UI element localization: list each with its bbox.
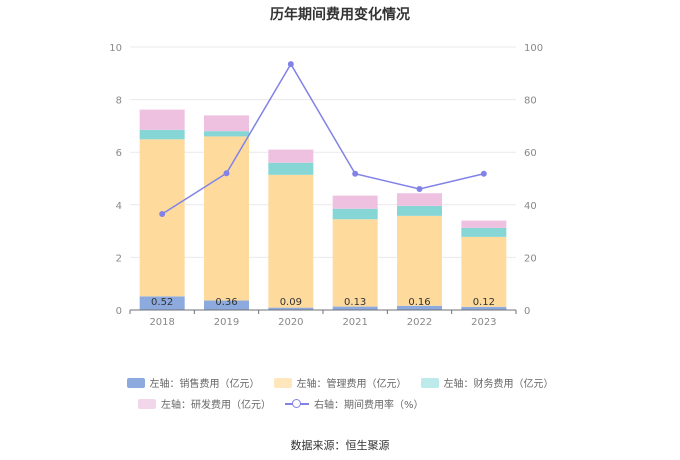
bar-segment (397, 305, 442, 310)
x-axis: 2018 2019 2020 2021 2022 2023 (129, 309, 517, 328)
x-axis-tick-label: 2018 (149, 317, 174, 328)
bar-segment (204, 131, 249, 137)
legend-row-2: 左轴：研发费用（亿元） 右轴：期间费用率（%） (0, 396, 680, 411)
x-axis-tick-label: 2022 (407, 317, 432, 328)
line-point (416, 186, 423, 193)
bar-segment (139, 109, 185, 130)
line-point (159, 211, 166, 218)
bar-segment (204, 136, 249, 301)
legend-swatch-finance (420, 377, 439, 388)
bar-segment (139, 296, 185, 310)
legend-item-sales[interactable]: 左轴：销售费用（亿元） (126, 375, 260, 390)
bar-segment (139, 129, 185, 140)
bar-segment (461, 227, 507, 237)
bar-data-label: 0.36 (215, 297, 237, 308)
bar-segment (332, 219, 378, 307)
left-axis-tick-label: 4 (116, 201, 122, 212)
right-axis: 0 20 40 60 80 100 (524, 43, 543, 317)
left-axis-tick-label: 8 (116, 96, 122, 107)
legend-label-sales: 左轴：销售费用（亿元） (149, 379, 260, 390)
x-axis-tick-label: 2021 (342, 317, 367, 328)
bar-segment (268, 149, 314, 163)
bar-segment (204, 300, 249, 310)
x-axis-tick-label: 2019 (214, 317, 239, 328)
bar-series: 0.52 0.36 0.09 0.13 0.16 0.12 (139, 109, 507, 310)
bar-data-label: 0.16 (408, 297, 430, 308)
bar-segment (268, 174, 314, 308)
bar-data-label: 0.09 (280, 297, 302, 308)
line-series (159, 61, 487, 218)
line-point (223, 170, 230, 177)
line-point (480, 170, 487, 177)
right-axis-tick-label: 60 (524, 148, 537, 159)
bar-segment (139, 139, 185, 297)
legend-swatch-sales (126, 377, 145, 388)
bar-data-label: 0.13 (344, 297, 366, 308)
legend-label-rnd: 左轴：研发费用（亿元） (161, 400, 271, 411)
legend: 左轴：销售费用（亿元） 左轴：管理费用（亿元） 左轴：财务费用（亿元） 左轴：研… (0, 375, 680, 417)
legend-item-admin[interactable]: 左轴：管理费用（亿元） (273, 375, 407, 390)
bar-segment (332, 208, 378, 220)
right-axis-tick-label: 0 (524, 306, 530, 317)
left-axis-tick-label: 10 (109, 43, 122, 54)
line-point (352, 170, 359, 177)
bar-segment (461, 220, 507, 228)
bar-segment (461, 306, 507, 310)
left-axis-tick-label: 0 (116, 306, 122, 317)
line-point (287, 61, 294, 68)
left-axis: 0 2 4 6 8 10 (109, 43, 122, 317)
bar-data-label: 0.12 (473, 297, 495, 308)
grid-lines (130, 46, 516, 258)
bar-segment (461, 236, 507, 307)
legend-label-admin: 左轴：管理费用（亿元） (296, 379, 407, 390)
left-axis-tick-label: 2 (116, 253, 122, 264)
bar-segment (204, 115, 249, 132)
legend-item-finance[interactable]: 左轴：财务费用（亿元） (420, 375, 554, 390)
legend-item-rate[interactable]: 右轴：期间费用率（%） (285, 396, 424, 411)
x-axis-tick-label: 2020 (278, 317, 303, 328)
bar-segment (397, 215, 442, 306)
legend-label-finance: 左轴：财务费用（亿元） (443, 379, 554, 390)
bar-segment (332, 195, 378, 209)
legend-item-rnd[interactable]: 左轴：研发费用（亿元） (138, 396, 271, 411)
right-axis-tick-label: 100 (524, 43, 543, 54)
bar-segment (397, 193, 442, 206)
bar-segment (268, 162, 314, 175)
x-axis-tick-label: 2023 (471, 317, 496, 328)
right-axis-tick-label: 80 (524, 96, 537, 107)
chart-title: 历年期间费用变化情况 (270, 7, 410, 23)
bar-data-label: 0.52 (151, 297, 173, 308)
right-axis-tick-label: 40 (524, 201, 537, 212)
right-axis-tick-label: 20 (524, 253, 537, 264)
chart-plot: 0 2 4 6 8 10 0 20 40 60 80 100 0.52 0.36 0.09 0.13 0.1… (109, 43, 543, 328)
bar-segment (268, 307, 314, 310)
line-path (161, 62, 485, 215)
legend-swatch-rnd (138, 398, 156, 409)
legend-swatch-admin (273, 377, 292, 388)
bar-segment (397, 205, 442, 216)
legend-row-1: 左轴：销售费用（亿元） 左轴：管理费用（亿元） 左轴：财务费用（亿元） (0, 375, 680, 390)
data-source: 数据来源：恒生聚源 (290, 439, 390, 452)
left-axis-tick-label: 6 (116, 148, 122, 159)
legend-label-rate: 右轴：期间费用率（%） (314, 400, 424, 411)
legend-line-marker-icon (285, 398, 309, 409)
bar-segment (332, 306, 378, 310)
